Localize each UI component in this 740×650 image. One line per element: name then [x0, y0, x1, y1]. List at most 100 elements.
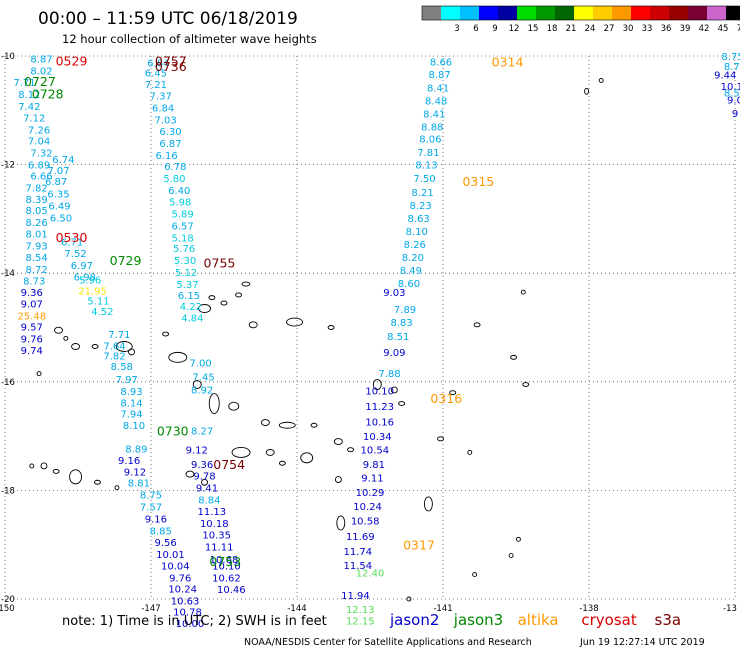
swh-value: 9.36: [191, 460, 213, 471]
swh-value: 8.88: [421, 123, 443, 134]
swh-value: 6.84: [147, 59, 169, 70]
swh-value: 5.89: [172, 209, 194, 220]
swh-value: 11.54: [344, 561, 373, 572]
island-outline: [598, 77, 604, 83]
island-outline: [63, 335, 69, 341]
swh-value: 10.63: [171, 597, 200, 608]
x-tick-label: -144: [287, 604, 306, 614]
island-outline: [310, 422, 318, 428]
swh-value: 11.13: [198, 507, 227, 518]
swh-value: 9.81: [363, 460, 385, 471]
swh-value: 11.69: [346, 532, 375, 543]
swh-value: 12.40: [356, 568, 385, 579]
island-outline: [278, 460, 286, 466]
colorbar-tick-label: 3: [454, 24, 459, 34]
pass-time-label: 0529: [56, 53, 88, 68]
island-outline: [347, 447, 354, 453]
x-tick-label: -138: [579, 604, 598, 614]
swh-value: 6.66: [30, 171, 52, 182]
pass-time-label: 0729: [110, 253, 142, 268]
island-outline: [334, 476, 342, 483]
colorbar-tick-label: 24: [585, 24, 596, 34]
swh-value: 7.88: [378, 369, 400, 380]
swh-value: 7.42: [18, 102, 40, 113]
swh-value: 5.80: [163, 174, 185, 185]
swh-value: 4.84: [181, 314, 203, 325]
swh-value: 7.64: [103, 341, 125, 352]
swh-value: 6.97: [71, 261, 93, 272]
colorbar-swatch: [441, 6, 460, 20]
island-outline: [584, 87, 590, 95]
swh-value: 10.29: [356, 488, 385, 499]
island-outline: [162, 331, 170, 337]
colorbar-tick-label: 45: [718, 24, 729, 34]
island-outlines: [29, 77, 604, 602]
swh-value: 9.12: [124, 467, 146, 478]
swh-value: 8.48: [425, 97, 447, 108]
pass-time-label: 0317: [403, 538, 435, 553]
swh-value: 8.49: [400, 266, 422, 277]
swh-value: 7.93: [26, 242, 48, 253]
swh-value: 7.37: [150, 92, 172, 103]
swh-value: 8.89: [125, 445, 147, 456]
colorbar-frame: [421, 5, 740, 21]
swh-value: 9.76: [169, 573, 191, 584]
pass-time-label: 0728: [32, 86, 64, 101]
colorbar-swatch: [669, 6, 688, 20]
swh-value: 8.75: [721, 52, 740, 63]
swh-value: 9.03: [383, 288, 405, 299]
colorbar-swatch: [555, 6, 574, 20]
island-outline: [333, 438, 343, 445]
mission-legend-item: jason3: [453, 611, 503, 629]
colorbar-tick-label: 42: [699, 24, 710, 34]
swh-value: 7.89: [394, 305, 416, 316]
colorbar-swatch: [498, 6, 517, 20]
swh-value: 9.57: [21, 322, 43, 333]
swh-value: 6.16: [155, 151, 177, 162]
island-outline: [508, 553, 514, 559]
swh-value: 8.01: [26, 230, 48, 241]
y-tick-label: -18: [1, 486, 15, 496]
island-outline: [69, 469, 83, 485]
colorbar-tick-label: 15: [528, 24, 539, 34]
island-outline: [54, 326, 63, 334]
swh-value: 10.24: [168, 585, 197, 596]
island-outline: [241, 281, 251, 287]
pass-time-label: 0755: [204, 255, 236, 270]
swh-value: 7.07: [47, 166, 69, 177]
swh-value: 9.44: [714, 70, 736, 81]
swh-value: 7.12: [23, 113, 45, 124]
swh-value: 5.12: [175, 268, 197, 279]
island-outline: [336, 515, 346, 531]
swh-value: 8.23: [409, 201, 431, 212]
swh-value: 12.15: [346, 617, 375, 628]
x-tick-label: -147: [141, 604, 160, 614]
swh-value: 6.49: [48, 201, 70, 212]
swh-value: 8.72: [26, 265, 48, 276]
colorbar-swatch: [574, 6, 593, 20]
colorbar-swatch: [536, 6, 555, 20]
swh-value: 10.46: [217, 585, 246, 596]
swh-value: 6.98: [74, 272, 96, 283]
island-outline: [114, 485, 120, 491]
island-outline: [168, 351, 188, 363]
swh-value: 5.98: [169, 198, 191, 209]
pass-time-label: 0727: [24, 74, 56, 89]
swh-value: 10.58: [351, 516, 380, 527]
swh-value: 8.85: [150, 527, 172, 538]
swh-value: 8.60: [398, 279, 420, 290]
swh-value: 9.76: [21, 334, 43, 345]
swh-value: 7.04: [28, 137, 50, 148]
island-outline: [286, 317, 304, 327]
colorbar-swatch: [650, 6, 669, 20]
footer-note: note: 1) Time is in UTC; 2) SWH is in fe…: [62, 614, 327, 629]
island-outline: [522, 382, 530, 387]
chart-title: 00:00 – 11:59 UTC 06/18/2019: [38, 9, 298, 29]
chart-subtitle: 12 hour collection of altimeter wave hei…: [62, 32, 317, 46]
island-outline: [260, 419, 270, 426]
swh-value: 8.06: [419, 135, 441, 146]
pass-time-label: 0757: [155, 53, 187, 68]
mission-legend-item: cryosat: [581, 611, 636, 629]
